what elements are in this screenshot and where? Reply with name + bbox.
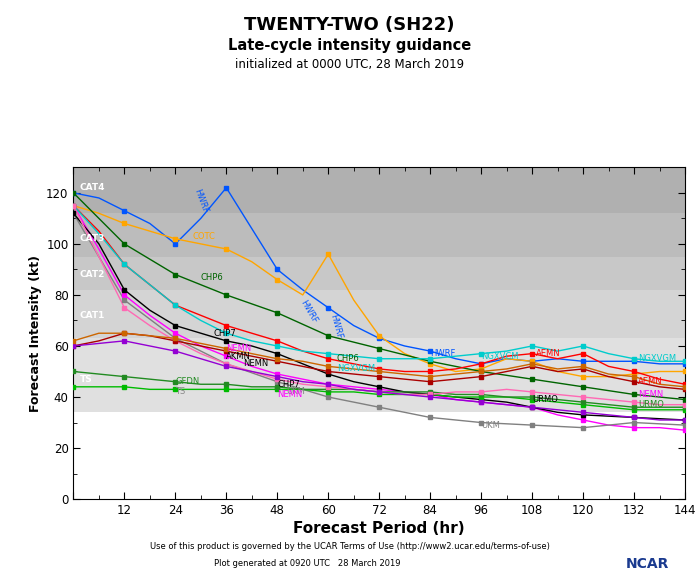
Text: NGXVGM: NGXVGM bbox=[638, 354, 677, 364]
Text: CHP7: CHP7 bbox=[278, 380, 300, 389]
Text: UKM: UKM bbox=[286, 387, 305, 396]
Text: TS: TS bbox=[175, 387, 185, 396]
Text: UKM: UKM bbox=[481, 421, 500, 430]
Text: NEMN: NEMN bbox=[278, 390, 303, 399]
Text: HWRF: HWRF bbox=[430, 349, 456, 358]
Text: AEMN: AEMN bbox=[536, 349, 561, 358]
Text: CHP7: CHP7 bbox=[214, 329, 236, 338]
Text: NEMN: NEMN bbox=[243, 359, 268, 368]
Text: initialized at 0000 UTC, 28 March 2019: initialized at 0000 UTC, 28 March 2019 bbox=[235, 58, 464, 71]
Bar bbox=[73, 213, 685, 257]
Text: Use of this product is governed by the UCAR Terms of Use (http://www2.ucar.edu/t: Use of this product is governed by the U… bbox=[150, 542, 549, 552]
Text: HWRF: HWRF bbox=[298, 298, 319, 325]
Text: NCAR: NCAR bbox=[626, 557, 669, 571]
Text: HWRF: HWRF bbox=[192, 187, 210, 214]
Text: CHP6: CHP6 bbox=[337, 354, 359, 364]
Bar bbox=[73, 167, 685, 213]
Text: COTC: COTC bbox=[192, 233, 215, 241]
Bar bbox=[73, 290, 685, 338]
X-axis label: Forecast Period (hr): Forecast Period (hr) bbox=[294, 521, 465, 536]
Text: NEMN: NEMN bbox=[638, 390, 663, 399]
Text: Plot generated at 0920 UTC   28 March 2019: Plot generated at 0920 UTC 28 March 2019 bbox=[215, 559, 401, 568]
Text: GFDN: GFDN bbox=[175, 377, 200, 386]
Text: URMO: URMO bbox=[638, 400, 664, 409]
Text: CAT2: CAT2 bbox=[80, 270, 105, 279]
Text: URMO: URMO bbox=[532, 395, 558, 404]
Text: HWRF: HWRF bbox=[329, 313, 343, 340]
Text: CAT1: CAT1 bbox=[80, 311, 105, 320]
Text: TWENTY-TWO (SH22): TWENTY-TWO (SH22) bbox=[244, 16, 455, 34]
Text: AEMN: AEMN bbox=[638, 377, 663, 386]
Text: Late-cycle intensity guidance: Late-cycle intensity guidance bbox=[228, 38, 471, 53]
Text: TS: TS bbox=[80, 374, 92, 384]
Bar bbox=[73, 338, 685, 413]
Text: NGXVCM: NGXVCM bbox=[481, 352, 519, 361]
Text: AKMN: AKMN bbox=[226, 352, 251, 361]
Text: CAT4: CAT4 bbox=[80, 183, 106, 192]
Text: CHP6: CHP6 bbox=[201, 272, 224, 282]
Text: NEMN: NEMN bbox=[226, 344, 252, 353]
Text: CAT3: CAT3 bbox=[80, 234, 105, 243]
Y-axis label: Forecast Intensity (kt): Forecast Intensity (kt) bbox=[29, 254, 42, 412]
Text: NGXVGM: NGXVGM bbox=[337, 365, 375, 373]
Bar bbox=[73, 257, 685, 290]
